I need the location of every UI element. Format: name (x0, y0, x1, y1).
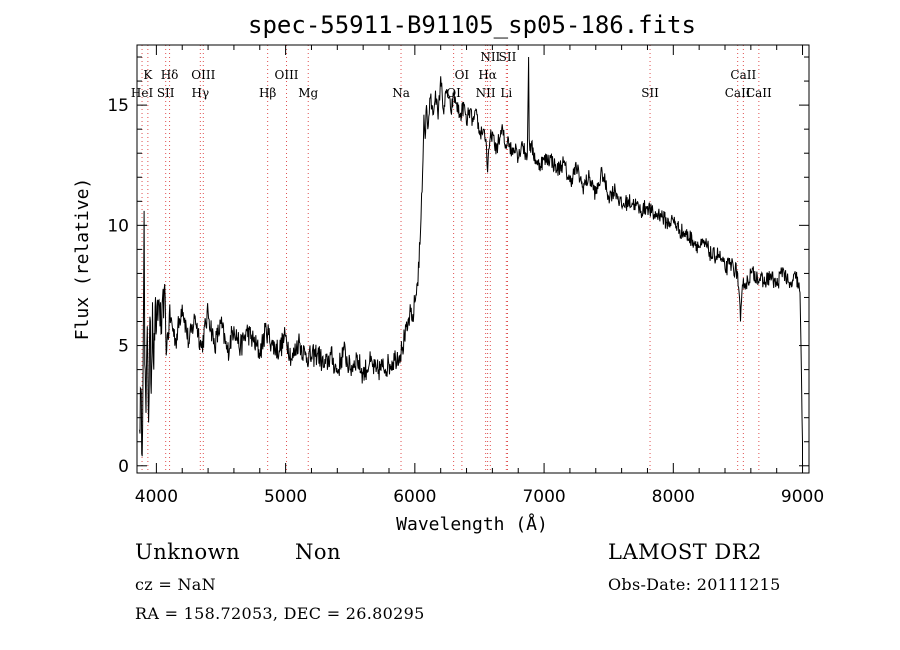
x-tick-label-2: 6000 (393, 487, 436, 507)
line-label-3: Hδ (161, 68, 179, 82)
axis-ticks (137, 45, 809, 473)
observation-date: Obs-Date: 20111215 (608, 575, 781, 594)
line-label-17: SII (641, 86, 659, 100)
object-class: Unknown (135, 540, 241, 564)
spectral-line-markers (141, 45, 760, 473)
plot-frame (136, 44, 810, 474)
x-tick-label-3: 7000 (522, 487, 565, 507)
line-label-8: Mg (298, 86, 318, 100)
line-label-18: CaII (725, 86, 751, 100)
redshift-cz: cz = NaN (135, 575, 216, 594)
line-label-4: Hγ (192, 86, 210, 100)
line-label-5: OIII (191, 68, 215, 82)
survey-name: LAMOST DR2 (608, 540, 762, 564)
line-label-15: Li (500, 86, 512, 100)
axis-tick-labels: 4000 5000 6000 7000 8000 9000 0 5 10 15 (107, 96, 824, 507)
flux-series-line (139, 56, 803, 466)
y-tick-label-3: 15 (107, 96, 129, 116)
line-label-0: HeI (131, 86, 154, 100)
line-label-2: SII (157, 86, 175, 100)
x-tick-label-4: 8000 (652, 487, 695, 507)
x-tick-label-0: 4000 (135, 487, 178, 507)
ra-dec-coordinates: RA = 158.72053, DEC = 26.80295 (135, 604, 425, 623)
line-label-20: CaII (746, 86, 772, 100)
y-tick-label-1: 5 (118, 337, 129, 357)
object-subclass: Non (295, 540, 342, 564)
line-label-12: NII (476, 86, 496, 100)
x-tick-label-1: 5000 (264, 487, 307, 507)
line-label-6: Hβ (259, 86, 276, 100)
line-label-9: Na (392, 86, 410, 100)
line-label-1: K (143, 68, 153, 82)
line-label-11: OI (455, 68, 470, 82)
chart-title: spec-55911-B91105_sp05-186.fits (248, 11, 696, 39)
line-label-16: SII (499, 50, 517, 64)
x-tick-label-5: 9000 (781, 487, 824, 507)
y-axis-label: Flux (relative) (72, 178, 93, 341)
line-label-19: CaII (730, 68, 756, 82)
line-label-14: NII (480, 50, 500, 64)
y-tick-label-0: 0 (118, 457, 129, 477)
line-label-13: Hα (478, 68, 497, 82)
x-axis-label: Wavelength (Å) (396, 513, 548, 535)
y-tick-label-2: 10 (107, 216, 129, 236)
line-label-7: OIII (274, 68, 298, 82)
